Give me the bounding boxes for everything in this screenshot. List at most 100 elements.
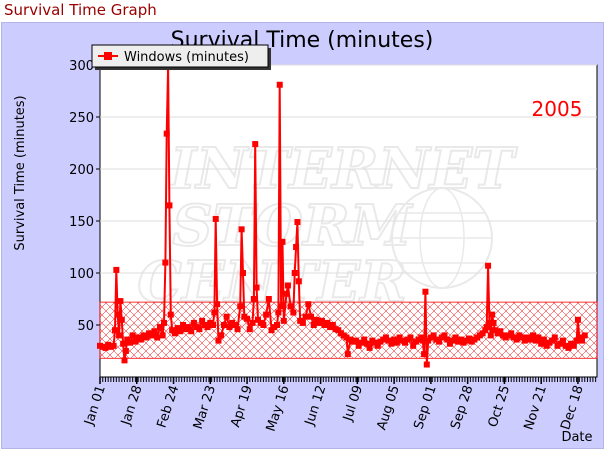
data-point (396, 334, 403, 341)
data-point (491, 327, 498, 334)
data-point (290, 309, 297, 316)
legend-box (91, 44, 269, 68)
data-point (483, 324, 490, 331)
data-point (239, 270, 246, 276)
data-point (532, 337, 539, 344)
data-point (118, 316, 125, 323)
data-point (551, 334, 558, 341)
data-point (407, 334, 414, 341)
data-point (196, 326, 203, 333)
data-point (393, 339, 400, 346)
data-point (237, 303, 244, 310)
data-point (402, 339, 409, 346)
data-point (457, 336, 464, 343)
legend-label: Windows (minutes) (124, 50, 249, 65)
data-point (343, 334, 350, 341)
data-point (265, 296, 272, 302)
data-point (489, 311, 496, 318)
data-point (299, 319, 306, 326)
data-point (260, 322, 267, 328)
data-point (565, 344, 572, 351)
data-point (324, 319, 331, 326)
data-point (385, 337, 392, 344)
data-point (214, 301, 221, 308)
data-point (452, 334, 459, 341)
data-point (308, 313, 315, 320)
data-point (124, 336, 131, 343)
data-point (263, 311, 270, 318)
data-point (126, 339, 133, 346)
data-point (166, 202, 173, 209)
y-tick-label: 300 (69, 59, 94, 74)
data-point (226, 324, 233, 331)
data-point (244, 315, 251, 322)
data-point (549, 337, 556, 344)
data-point (576, 334, 583, 341)
data-point (361, 336, 368, 343)
data-point (358, 339, 365, 346)
data-point (268, 327, 275, 334)
data-point (382, 334, 389, 341)
data-point (421, 351, 428, 358)
data-point (116, 332, 123, 339)
data-point (278, 303, 285, 310)
data-point (231, 322, 238, 328)
data-point (188, 328, 195, 335)
data-point (212, 215, 219, 222)
legend: Windows (minutes) (91, 44, 271, 70)
data-point (159, 332, 166, 339)
x-tick-label: Mar 23 (191, 384, 219, 432)
data-point (180, 322, 187, 328)
series-windows (97, 64, 588, 368)
data-point (148, 332, 155, 339)
data-point (204, 324, 211, 331)
data-point (287, 303, 294, 310)
data-point (218, 332, 225, 339)
data-point (543, 342, 550, 349)
data-point (121, 357, 128, 364)
data-point (313, 316, 320, 323)
y-tick-label: 50 (77, 319, 94, 334)
data-point (355, 342, 362, 349)
data-point (210, 322, 217, 328)
data-point (479, 330, 486, 337)
data-point (318, 317, 325, 324)
data-point (293, 244, 300, 250)
data-point (521, 337, 528, 344)
data-point (284, 282, 291, 289)
data-point (581, 332, 588, 339)
data-point (151, 328, 158, 335)
data-point (102, 344, 109, 351)
data-point (122, 348, 129, 354)
data-point (449, 337, 456, 344)
data-point (374, 342, 381, 349)
data-point (137, 336, 144, 343)
data-point (540, 336, 547, 343)
x-tick-label: Dec 18 (558, 384, 586, 432)
data-point (497, 328, 504, 335)
x-tick-label: Jan 28 (118, 384, 145, 428)
data-point (418, 334, 425, 341)
data-point (485, 262, 492, 269)
data-point (423, 361, 430, 368)
legend-marker (104, 52, 112, 60)
x-tick-label: Nov 21 (521, 384, 549, 432)
data-point (167, 311, 174, 318)
data-point (234, 326, 241, 333)
x-axis-label: Date (561, 430, 592, 445)
data-point (305, 301, 312, 308)
data-point (250, 296, 257, 302)
data-point (557, 340, 564, 347)
data-point (211, 309, 218, 316)
data-point (574, 316, 581, 323)
data-point (291, 270, 298, 276)
data-point (283, 290, 290, 297)
data-point (274, 322, 281, 328)
data-point (110, 342, 117, 349)
data-point (466, 335, 473, 342)
data-point (302, 313, 309, 320)
data-point (425, 337, 432, 344)
data-point (441, 332, 448, 339)
data-point (120, 340, 127, 347)
y-tick-label: 150 (69, 215, 94, 230)
